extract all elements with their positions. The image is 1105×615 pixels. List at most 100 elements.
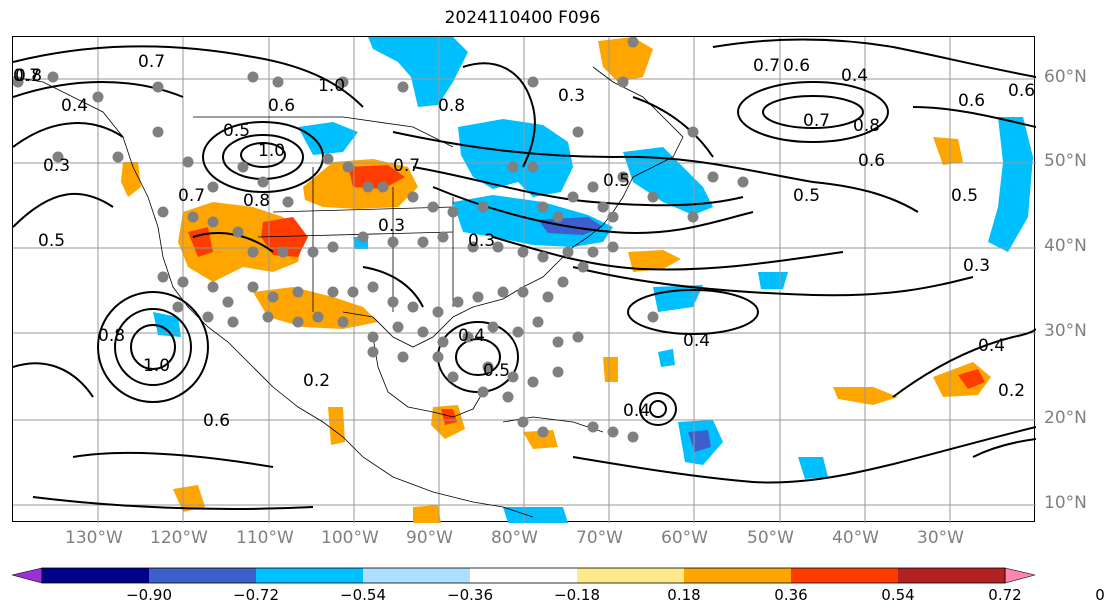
station-dot <box>617 76 629 88</box>
station-dot <box>407 301 419 313</box>
station-dot <box>262 311 274 323</box>
contour-labels: 0.80.70.70.40.30.51.00.51.00.60.80.70.70… <box>13 52 1035 431</box>
station-dot <box>627 36 639 48</box>
latitude-label: 20°N <box>1044 408 1087 428</box>
station-dot <box>247 71 259 83</box>
contour-label: 0.5 <box>483 361 510 381</box>
contour-label: 0.3 <box>378 216 405 236</box>
station-dot <box>357 231 369 243</box>
contour-label: 1.0 <box>258 141 285 161</box>
contour-label: 0.8 <box>853 116 880 136</box>
station-dot <box>327 241 339 253</box>
contour-label: 0.8 <box>438 96 465 116</box>
longitude-label: 50°W <box>747 528 794 548</box>
station-dot <box>557 276 569 288</box>
contour-label: 0.3 <box>963 256 990 276</box>
station-dot <box>647 311 659 323</box>
colorbar-tick-label: −0.72 <box>233 586 279 604</box>
latitude-label: 50°N <box>1044 151 1087 171</box>
station-dot <box>542 291 554 303</box>
station-dot <box>567 191 579 203</box>
station-dot <box>202 311 214 323</box>
station-dot <box>207 216 219 228</box>
colorbar-frame <box>41 567 1006 584</box>
contour-label: 0.7 <box>753 56 780 76</box>
colorbar-tick-label: 0.18 <box>667 586 701 604</box>
longitude-label: 70°W <box>576 528 623 548</box>
station-dot <box>417 236 429 248</box>
map-panel: 0.8 0.7 0.7 0.4 0.3 0.5 1.0 0.5 1.0 0.6 0.8 0.7 0.7 0… <box>12 36 1037 523</box>
anomaly-shading <box>121 37 1033 523</box>
colorbar-tick-label: 0.90 <box>1095 586 1105 604</box>
contour-label: 0.4 <box>458 326 485 346</box>
station-dot <box>587 246 599 258</box>
contour-label: 0.8 <box>15 66 42 86</box>
longitude-label: 60°W <box>661 528 708 548</box>
station-dot <box>367 346 379 358</box>
station-dot <box>527 376 539 388</box>
station-dot <box>607 241 619 253</box>
station-dot <box>687 126 699 138</box>
contour-label: 0.6 <box>783 56 810 76</box>
contour-label: 0.4 <box>978 336 1005 356</box>
colorbar-segment <box>684 568 791 583</box>
station-dot <box>617 171 629 183</box>
longitude-label: 110°W <box>236 528 294 548</box>
station-dot <box>282 196 294 208</box>
longitude-label: 90°W <box>406 528 453 548</box>
colorbar-segment <box>149 568 256 583</box>
station-dot <box>312 311 324 323</box>
station-dot <box>512 326 524 338</box>
station-dot <box>157 206 169 218</box>
station-dot <box>227 316 239 328</box>
colorbar-tick-label: 0.36 <box>774 586 808 604</box>
station-dot <box>222 296 234 308</box>
station-dot <box>207 281 219 293</box>
station-dot <box>737 176 749 188</box>
station-dot <box>247 246 259 258</box>
station-dot <box>182 156 194 168</box>
station-dot <box>207 181 219 193</box>
contour-label: 0.3 <box>43 156 70 176</box>
station-dots <box>12 36 749 443</box>
station-dot <box>517 286 529 298</box>
station-dot <box>687 211 699 223</box>
station-dot <box>12 76 24 88</box>
colorbar-segment <box>42 568 149 583</box>
station-dot <box>432 306 444 318</box>
longitude-label: 130°W <box>65 528 123 548</box>
station-dot <box>277 246 289 258</box>
contour-label: 0.2 <box>303 371 330 391</box>
station-dot <box>387 236 399 248</box>
station-dot <box>532 316 544 328</box>
station-dot <box>157 271 169 283</box>
station-dot <box>92 91 104 103</box>
longitude-label: 100°W <box>321 528 379 548</box>
plot-title: 2024110400 F096 <box>444 8 601 28</box>
contour-label: 0.7 <box>803 111 830 131</box>
colorbar-segment <box>470 568 577 583</box>
contour-label: 0.6 <box>958 91 985 111</box>
station-dot <box>572 331 584 343</box>
contour-label: 0.6 <box>268 96 295 116</box>
station-dot <box>537 201 549 213</box>
station-dot <box>447 206 459 218</box>
station-dot <box>707 171 719 183</box>
contour-label: 0.5 <box>38 231 65 251</box>
contour-label: 0.7 <box>138 52 165 72</box>
station-dot <box>367 331 379 343</box>
station-dot <box>432 351 444 363</box>
contour-label: 0.8 <box>243 191 270 211</box>
contour-label: 0.3 <box>558 86 585 106</box>
station-dot <box>492 241 504 253</box>
station-dot <box>272 76 284 88</box>
longitude-label: 40°W <box>832 528 879 548</box>
station-dot <box>607 426 619 438</box>
station-dot <box>367 281 379 293</box>
station-dot <box>52 151 64 163</box>
station-dot <box>472 291 484 303</box>
longitude-label: 30°W <box>917 528 964 548</box>
colorbar-min-extend <box>11 567 43 584</box>
station-dot <box>507 161 519 173</box>
station-dot <box>47 71 59 83</box>
